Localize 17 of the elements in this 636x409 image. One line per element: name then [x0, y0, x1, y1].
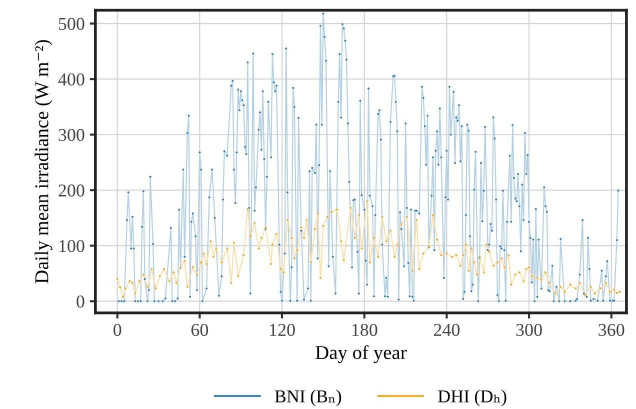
y-axis-title: Daily mean irradiance (W m⁻²)	[34, 40, 52, 284]
y-tick-label: 0	[76, 295, 84, 308]
x-axis-title: Day of year	[316, 345, 407, 364]
x-tick-label: 300	[516, 324, 542, 336]
y-tick-label: 100	[59, 240, 84, 252]
x-tick-label: 360	[598, 324, 624, 336]
legend-label: DHI (Dₕ)	[438, 390, 506, 406]
x-tick-label: 60	[191, 324, 208, 336]
y-tick-label: 300	[58, 128, 84, 142]
y-tick-label: 200	[58, 184, 84, 197]
y-tick-label: 400	[58, 73, 84, 86]
y-tick-label: 500	[58, 18, 84, 30]
x-tick-label: 240	[434, 324, 460, 336]
x-tick-label: 0	[114, 324, 122, 336]
legend-label: BNI (Bₙ)	[274, 390, 342, 406]
x-tick-label: 180	[352, 324, 378, 336]
x-tick-label: 120	[270, 324, 295, 336]
